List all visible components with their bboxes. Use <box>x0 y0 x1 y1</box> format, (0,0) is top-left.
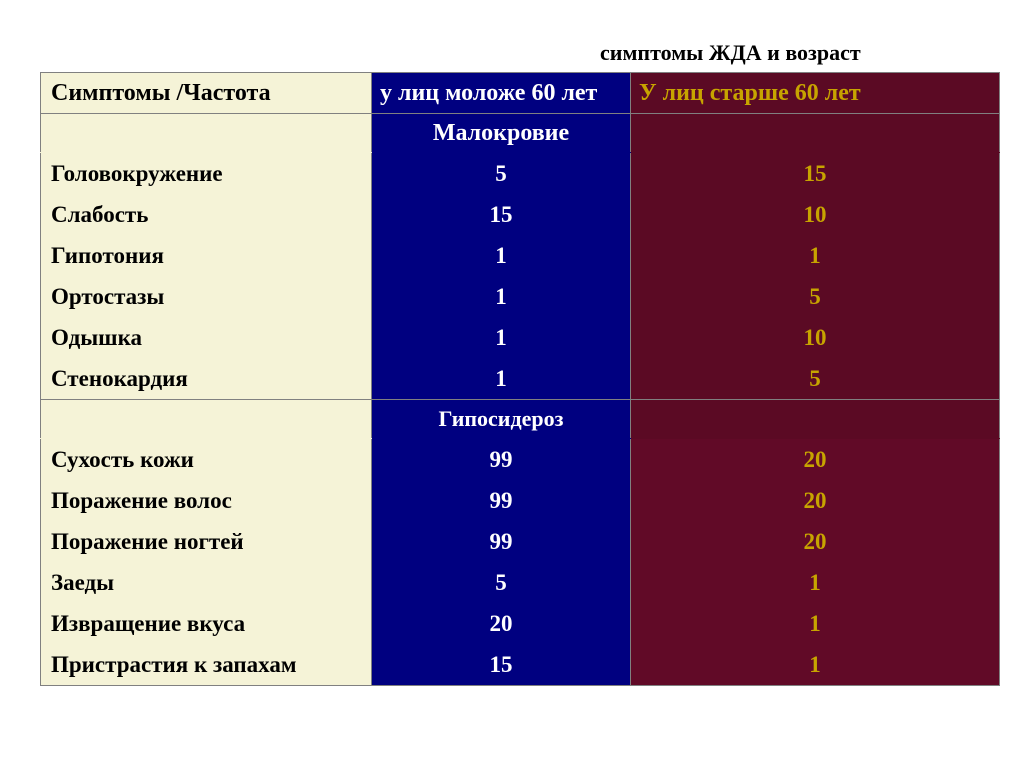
section-label: Малокровие <box>372 114 631 153</box>
value-under60: 15 <box>372 194 631 235</box>
value-under60: 1 <box>372 358 631 400</box>
section-spacer-right <box>631 114 1000 153</box>
section-spacer <box>41 400 372 439</box>
page-wrap: симптомы ЖДА и возраст Симптомы /Частота… <box>0 0 1024 686</box>
table-row: Головокружение 5 15 <box>41 153 1000 195</box>
section-spacer-right <box>631 400 1000 439</box>
symptom-name: Одышка <box>41 317 372 358</box>
symptom-name: Заеды <box>41 562 372 603</box>
symptom-name: Поражение ногтей <box>41 521 372 562</box>
value-under60: 5 <box>372 562 631 603</box>
value-over60: 5 <box>631 276 1000 317</box>
value-over60: 10 <box>631 317 1000 358</box>
value-under60: 5 <box>372 153 631 195</box>
symptom-name: Поражение волос <box>41 480 372 521</box>
value-under60: 20 <box>372 603 631 644</box>
table-row: Гипотония 1 1 <box>41 235 1000 276</box>
table-row: Поражение ногтей 99 20 <box>41 521 1000 562</box>
symptom-name: Сухость кожи <box>41 439 372 481</box>
value-under60: 1 <box>372 276 631 317</box>
value-under60: 99 <box>372 521 631 562</box>
value-over60: 1 <box>631 235 1000 276</box>
value-under60: 1 <box>372 235 631 276</box>
symptom-name: Гипотония <box>41 235 372 276</box>
table-row: Одышка 1 10 <box>41 317 1000 358</box>
value-over60: 1 <box>631 562 1000 603</box>
section-row: Малокровие <box>41 114 1000 153</box>
table-row: Ортостазы 1 5 <box>41 276 1000 317</box>
value-over60: 10 <box>631 194 1000 235</box>
section-label: Гипосидероз <box>372 400 631 439</box>
symptom-name: Извращение вкуса <box>41 603 372 644</box>
symptom-name: Слабость <box>41 194 372 235</box>
section-row: Гипосидероз <box>41 400 1000 439</box>
col-header-symptoms: Симптомы /Частота <box>41 73 372 114</box>
value-over60: 5 <box>631 358 1000 400</box>
symptom-name: Пристрастия к запахам <box>41 644 372 686</box>
table-row: Извращение вкуса 20 1 <box>41 603 1000 644</box>
col-header-under60: у лиц моложе 60 лет <box>372 73 631 114</box>
page-title: симптомы ЖДА и возраст <box>40 40 1004 66</box>
value-over60: 1 <box>631 603 1000 644</box>
table-row: Заеды 5 1 <box>41 562 1000 603</box>
value-under60: 99 <box>372 439 631 481</box>
table-row: Стенокардия 1 5 <box>41 358 1000 400</box>
value-over60: 20 <box>631 521 1000 562</box>
value-under60: 99 <box>372 480 631 521</box>
value-under60: 1 <box>372 317 631 358</box>
table-row: Пристрастия к запахам 15 1 <box>41 644 1000 686</box>
symptoms-table: Симптомы /Частота у лиц моложе 60 лет У … <box>40 72 1000 686</box>
col-header-over60: У лиц старше 60 лет <box>631 73 1000 114</box>
value-over60: 1 <box>631 644 1000 686</box>
value-over60: 15 <box>631 153 1000 195</box>
table-row: Поражение волос 99 20 <box>41 480 1000 521</box>
value-over60: 20 <box>631 480 1000 521</box>
symptom-name: Стенокардия <box>41 358 372 400</box>
value-over60: 20 <box>631 439 1000 481</box>
table-row: Слабость 15 10 <box>41 194 1000 235</box>
section-spacer <box>41 114 372 153</box>
table-header-row: Симптомы /Частота у лиц моложе 60 лет У … <box>41 73 1000 114</box>
value-under60: 15 <box>372 644 631 686</box>
table-row: Сухость кожи 99 20 <box>41 439 1000 481</box>
symptom-name: Головокружение <box>41 153 372 195</box>
symptom-name: Ортостазы <box>41 276 372 317</box>
